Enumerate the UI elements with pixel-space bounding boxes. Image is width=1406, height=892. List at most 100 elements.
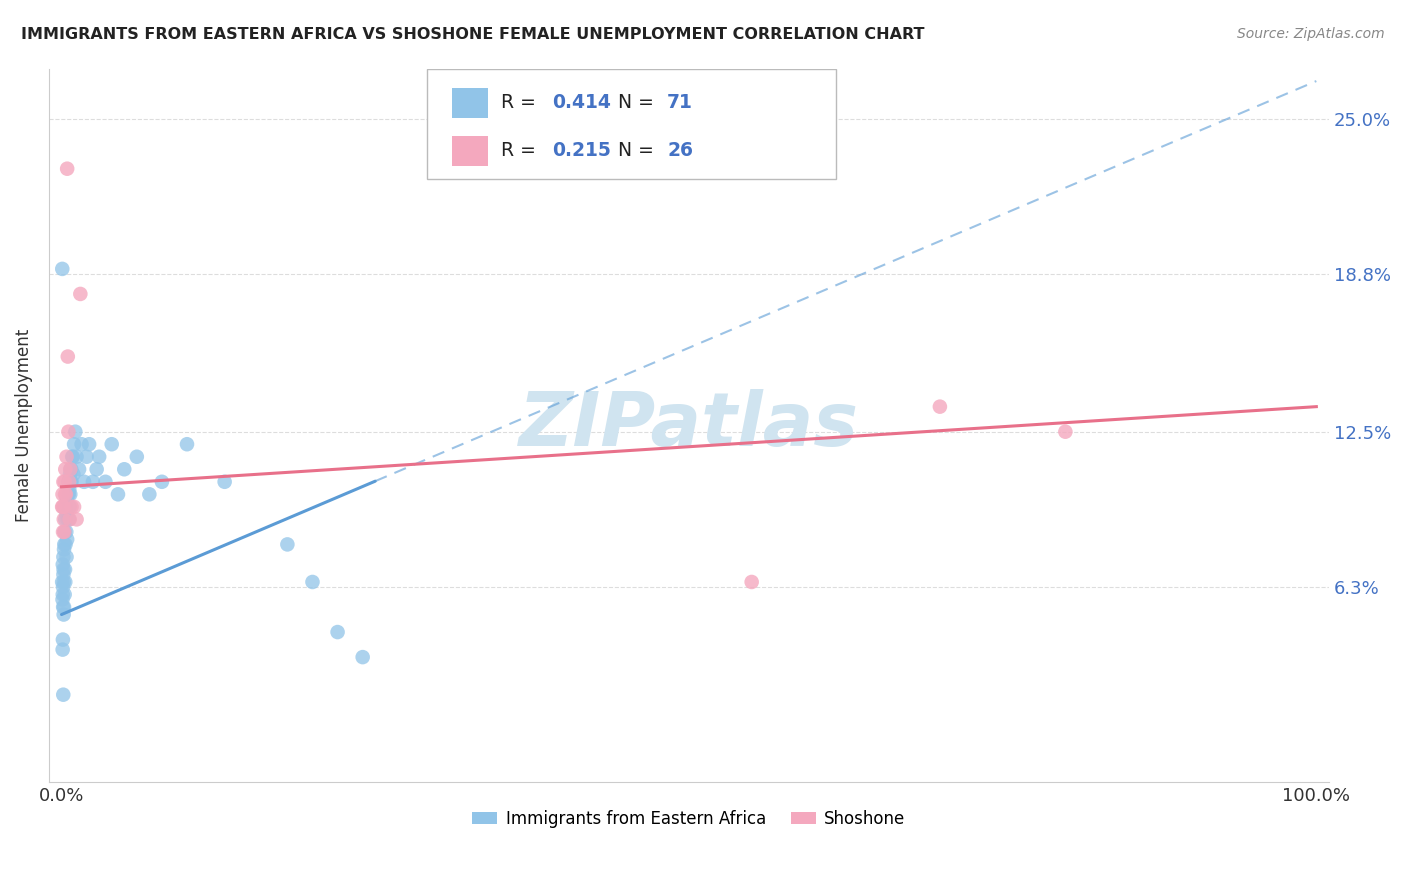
Point (52, 475, 75, 489)
Point (138, 487, 160, 501)
Point (69, 287, 91, 301)
Bar (453, 136, 488, 166)
Point (52, 642, 75, 657)
Point (56, 161, 79, 176)
Point (53, 512, 76, 526)
Point (67, 462, 90, 476)
Point (65, 450, 87, 464)
Point (56, 487, 79, 501)
Point (58, 512, 80, 526)
Legend: Immigrants from Eastern Africa, Shoshone: Immigrants from Eastern Africa, Shoshone (465, 804, 912, 835)
Point (52, 632, 75, 647)
Point (52, 562, 75, 576)
Point (59, 462, 82, 476)
Point (55, 549, 77, 564)
Text: IMMIGRANTS FROM EASTERN AFRICA VS SHOSHONE FEMALE UNEMPLOYMENT CORRELATION CHART: IMMIGRANTS FROM EASTERN AFRICA VS SHOSHO… (21, 27, 925, 42)
Point (52, 500, 75, 514)
Point (89, 450, 111, 464)
Point (52, 600, 75, 615)
Point (56, 350, 79, 364)
Point (63, 500, 86, 514)
Point (60, 475, 83, 489)
Point (52, 524, 75, 539)
Text: Source: ZipAtlas.com: Source: ZipAtlas.com (1237, 27, 1385, 41)
Point (82, 475, 104, 489)
Point (86, 462, 108, 476)
Point (58, 487, 80, 501)
Point (53, 524, 76, 539)
Point (55, 450, 77, 464)
Text: N =: N = (606, 93, 659, 112)
Point (63, 437, 86, 451)
Point (53, 487, 76, 501)
Text: 0.414: 0.414 (553, 93, 610, 112)
Point (59, 467, 82, 482)
Bar (453, 87, 488, 118)
Point (214, 475, 236, 489)
Point (51, 574, 73, 589)
Text: R =: R = (501, 141, 541, 161)
Point (53, 587, 76, 601)
Point (150, 475, 173, 489)
Point (53, 542, 76, 557)
Point (52, 549, 75, 564)
Point (56, 512, 79, 526)
Point (51, 261, 73, 276)
Point (53, 475, 76, 489)
Point (53, 462, 76, 476)
Point (58, 483, 80, 497)
Point (51, 487, 73, 501)
Point (59, 512, 82, 526)
Point (52, 587, 75, 601)
Text: N =: N = (606, 141, 659, 161)
Point (352, 650, 374, 665)
Point (52, 580, 75, 594)
Point (276, 537, 298, 551)
Point (59, 475, 82, 489)
Point (55, 487, 77, 501)
Text: 71: 71 (668, 93, 693, 112)
Point (741, 574, 763, 589)
Point (59, 462, 82, 476)
Point (65, 512, 87, 526)
Point (59, 500, 82, 514)
Text: 0.215: 0.215 (553, 141, 610, 161)
FancyBboxPatch shape (426, 69, 837, 179)
Point (70, 437, 93, 451)
Point (52, 607, 75, 622)
Point (52, 574, 75, 589)
Point (301, 574, 323, 589)
Point (76, 450, 98, 464)
Point (52, 558, 75, 572)
Point (58, 425, 80, 439)
Point (125, 450, 148, 464)
Point (52, 512, 75, 526)
Point (112, 462, 135, 476)
Point (60, 462, 83, 476)
Point (65, 425, 87, 439)
Point (52, 567, 75, 582)
Point (55, 524, 77, 539)
Point (55, 508, 77, 522)
Text: ZIPatlas: ZIPatlas (519, 389, 859, 462)
Point (107, 487, 129, 501)
Text: R =: R = (501, 93, 541, 112)
Point (73, 475, 96, 489)
Point (53, 562, 76, 576)
Point (60, 450, 83, 464)
Point (77, 437, 100, 451)
Point (55, 537, 77, 551)
Point (100, 437, 122, 451)
Point (53, 524, 76, 539)
Point (60, 500, 83, 514)
Point (1054, 425, 1077, 439)
Point (51, 592, 73, 607)
Point (51, 500, 73, 514)
Point (326, 625, 349, 640)
Point (59, 487, 82, 501)
Point (56, 492, 79, 507)
Point (56, 533, 79, 547)
Point (928, 400, 950, 414)
Point (53, 537, 76, 551)
Point (58, 475, 80, 489)
